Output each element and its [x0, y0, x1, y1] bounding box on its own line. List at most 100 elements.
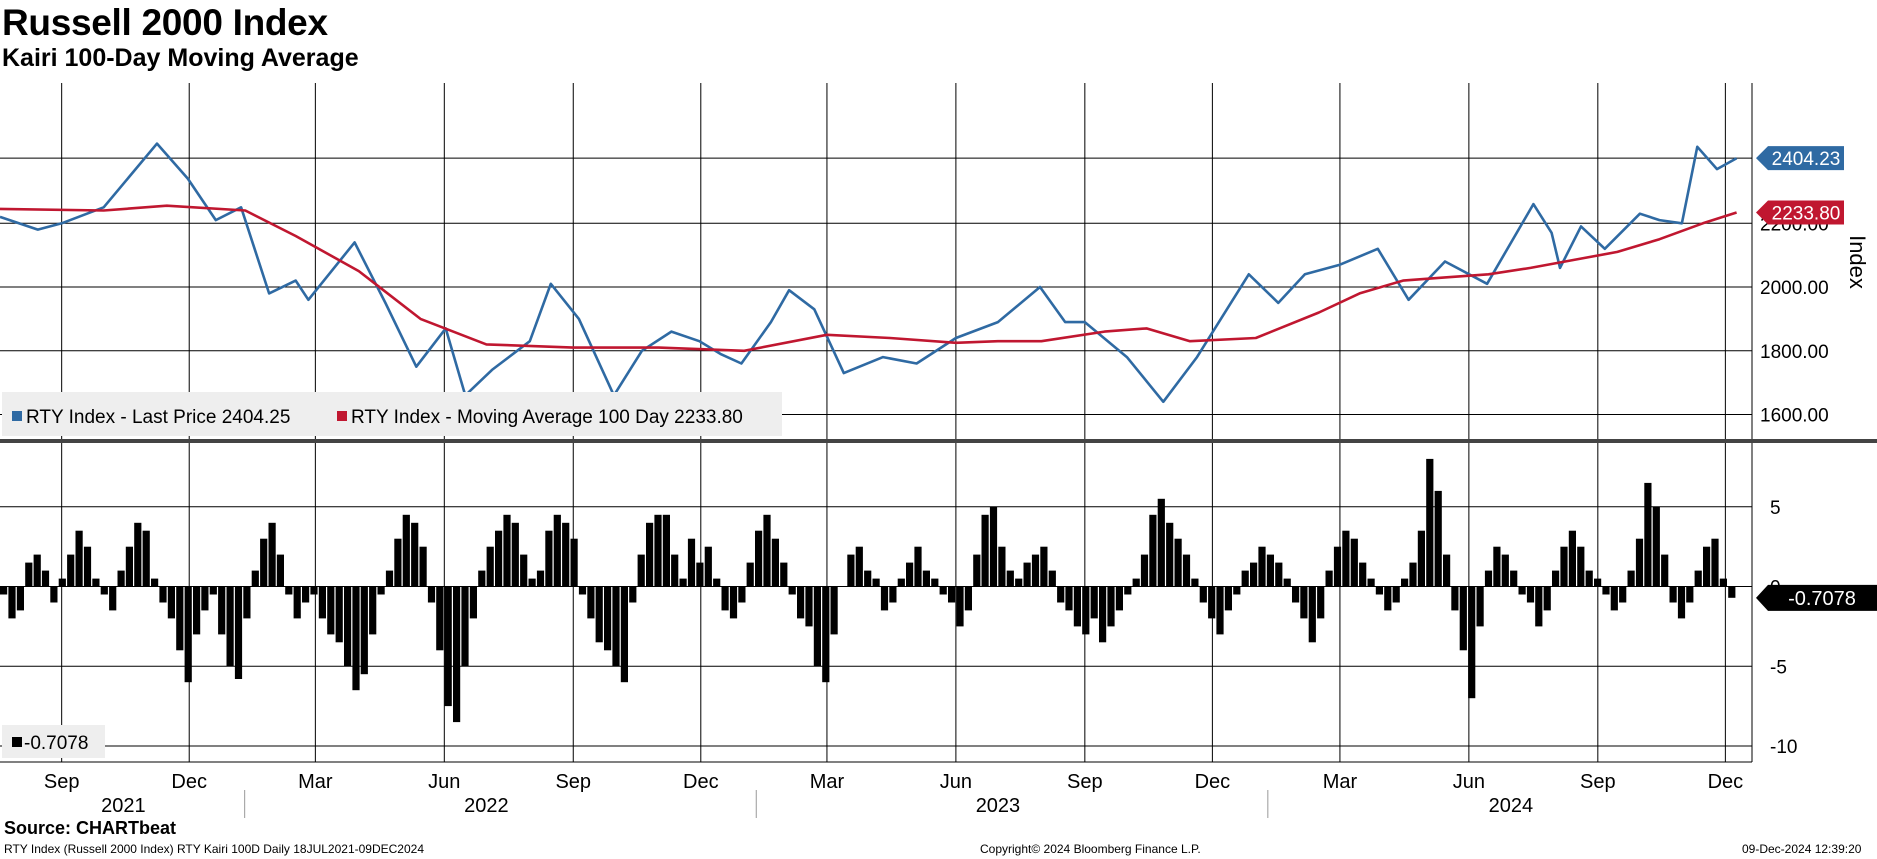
kairi-bar [478, 570, 486, 587]
kairi-bar [822, 586, 830, 683]
kairi-bar [1417, 530, 1425, 587]
kairi-bar [1510, 570, 1518, 587]
kairi-bar [713, 578, 721, 587]
x-month-label: Jun [940, 771, 972, 793]
x-month-label: Mar [1323, 771, 1358, 793]
kairi-bar [260, 538, 268, 587]
kairi-bar [503, 514, 511, 587]
kairi-bar [1392, 586, 1400, 603]
kairi-bar [427, 586, 436, 603]
x-year-label: 2023 [976, 795, 1021, 817]
kairi-bar [755, 530, 763, 587]
x-year-label: 2021 [101, 795, 146, 817]
kairi-bar [302, 586, 310, 603]
x-month-label: Sep [555, 771, 591, 793]
kairi-bar [1476, 586, 1484, 627]
kairi-bar [1644, 482, 1652, 587]
kairi-bar [1560, 546, 1568, 587]
top-y-tick-label: 1800.00 [1760, 342, 1829, 363]
x-month-label: Dec [1708, 771, 1744, 793]
last-price-line [0, 142, 1738, 404]
kairi-bar [8, 586, 16, 619]
kairi-bar [788, 586, 796, 595]
kairi-bar [1073, 586, 1081, 627]
bottom-y-tick-label: -10 [1770, 737, 1797, 758]
kairi-bar [687, 538, 696, 587]
x-month-label: Dec [683, 771, 719, 793]
kairi-bar [209, 586, 217, 595]
kairi-bar [1132, 578, 1140, 587]
kairi-bar [931, 578, 939, 587]
kairi-bar [1543, 586, 1551, 611]
kairi-bar [956, 586, 964, 627]
kairi-bar [847, 554, 855, 587]
kairi-bar [1250, 562, 1258, 587]
kairi-bar [897, 578, 905, 587]
footer-copyright: Copyright© 2024 Bloomberg Finance L.P. [980, 842, 1201, 856]
kairi-bar [1099, 586, 1107, 643]
kairi-bar [41, 570, 50, 587]
kairi-bar [377, 586, 385, 595]
kairi-bar [1728, 586, 1736, 598]
kairi-bar [25, 562, 33, 587]
kairi-bar [654, 514, 662, 587]
kairi-bar [704, 546, 712, 587]
panel-divider [0, 439, 1877, 443]
kairi-bar [310, 586, 318, 595]
kairi-bar [469, 586, 477, 619]
kairi-bar [1174, 538, 1182, 587]
kairi-bar [1375, 586, 1383, 595]
kairi-bar [1275, 562, 1283, 587]
kairi-bar [159, 586, 167, 603]
x-month-label: Sep [1067, 771, 1103, 793]
legend-swatch [12, 737, 22, 747]
kairi-bar [226, 586, 234, 667]
kairi-bar [1686, 586, 1694, 603]
kairi-bar [1023, 562, 1031, 587]
legend-swatch [337, 411, 347, 421]
kairi-bar [662, 514, 670, 587]
kairi-bar [1006, 570, 1014, 587]
kairi-bar [1711, 538, 1719, 587]
kairi-bar [419, 546, 427, 587]
x-year-label: 2022 [464, 795, 509, 817]
footer-meta: RTY Index (Russell 2000 Index) RTY Kairi… [4, 842, 425, 856]
kairi-bar [797, 586, 805, 619]
kairi-bar [1661, 554, 1669, 587]
kairi-bar [1652, 506, 1660, 587]
kairi-bar [872, 578, 880, 587]
kairi-bar [562, 522, 570, 587]
kairi-bar [948, 586, 956, 603]
kairi-bar [193, 586, 201, 635]
kairi-bar [134, 522, 142, 587]
kairi-bar [385, 570, 394, 587]
legend-entry: -0.7078 [24, 733, 88, 754]
kairi-bar [1241, 570, 1249, 587]
kairi-bar [729, 586, 738, 619]
kairi-bar [251, 570, 259, 587]
kairi-bar [1401, 578, 1409, 587]
kairi-bar [327, 586, 335, 635]
kairi-bar [604, 586, 612, 651]
kairi-bar [1342, 530, 1350, 587]
kairi-bar [1300, 586, 1308, 619]
kairi-bar [805, 586, 813, 627]
kairi-bar [1216, 586, 1224, 635]
kairi-bar [1694, 570, 1702, 587]
kairi-bar [109, 586, 117, 611]
kairi-bar [1619, 586, 1627, 603]
kairi-bar [1333, 546, 1342, 587]
kairi-flag: -0.7078 [1788, 588, 1856, 610]
kairi-bar [1149, 514, 1157, 587]
kairi-bar [486, 546, 494, 587]
kairi-flag-bg [1756, 584, 1877, 611]
kairi-bar [1350, 538, 1358, 587]
kairi-bar [75, 530, 83, 587]
kairi-bar [33, 554, 41, 587]
kairi-bar [813, 586, 821, 667]
kairi-bar [1115, 586, 1123, 611]
kairi-bar [595, 586, 603, 643]
kairi-bar [453, 586, 461, 723]
kairi-bar [335, 586, 343, 643]
